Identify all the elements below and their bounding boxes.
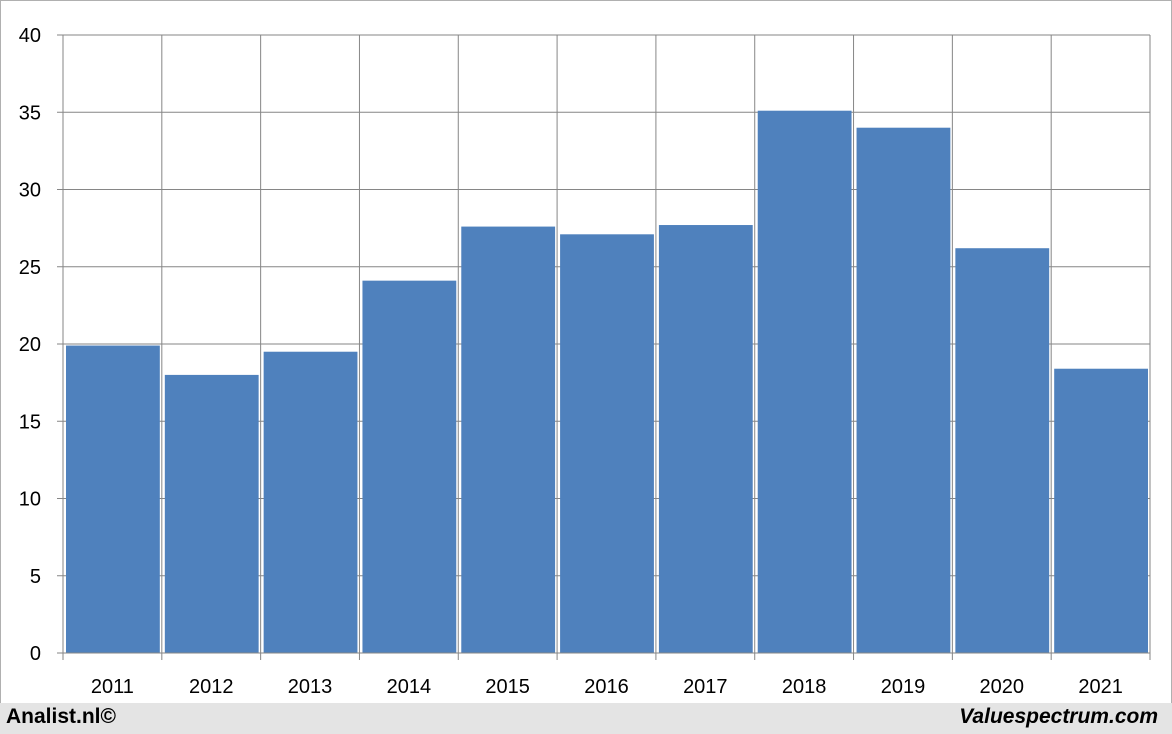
source-credit-right: Valuespectrum.com xyxy=(959,705,1158,728)
bar-2012 xyxy=(164,374,259,653)
x-tick-label: 2016 xyxy=(584,676,629,698)
x-tick-label: 2012 xyxy=(189,676,234,698)
bar-2018 xyxy=(757,110,852,653)
bar-2017 xyxy=(658,225,753,653)
source-credit-left: Analist.nl© xyxy=(6,705,116,728)
x-tick-label: 2021 xyxy=(1078,676,1123,698)
chart-frame: 0 5 10 15 20 25 30 35 40 2011 2012 2013 2014 2015 2016… xyxy=(0,0,1172,704)
axes xyxy=(57,34,1151,660)
y-tick-label: 25 xyxy=(19,257,41,279)
x-tick-label: 2019 xyxy=(881,676,926,698)
y-tick-label: 5 xyxy=(30,566,41,588)
x-tick-label: 2015 xyxy=(485,676,530,698)
y-tick-label: 30 xyxy=(19,180,41,202)
bar-2015 xyxy=(461,226,556,653)
y-tick-label: 40 xyxy=(19,25,41,47)
y-tick-label: 10 xyxy=(19,489,41,511)
bar-2021 xyxy=(1054,368,1148,653)
x-tick-label: 2013 xyxy=(288,676,333,698)
bar-2019 xyxy=(856,127,951,653)
y-tick-label: 20 xyxy=(19,334,41,356)
bars xyxy=(66,110,1148,653)
x-tick-label: 2014 xyxy=(387,676,432,698)
x-tick-label: 2011 xyxy=(91,676,134,698)
bar-2016 xyxy=(560,234,654,653)
bar-chart: 0 5 10 15 20 25 30 35 40 2011 2012 2013 2014 2015 2016… xyxy=(19,25,1151,698)
bar-2011 xyxy=(66,345,160,653)
y-tick-label: 15 xyxy=(19,411,41,433)
footer-bar: Analist.nl© Valuespectrum.com xyxy=(0,703,1172,734)
tick-labels: 0 5 10 15 20 25 30 35 40 2011 2012 2013 2014 2015 2016… xyxy=(19,25,1123,698)
bar-2020 xyxy=(955,248,1050,653)
x-tick-label: 2018 xyxy=(782,676,827,698)
y-tick-label: 0 xyxy=(30,643,41,665)
y-tick-label: 35 xyxy=(19,102,41,124)
bar-2013 xyxy=(263,351,358,653)
x-tick-label: 2017 xyxy=(683,676,728,698)
x-tick-label: 2020 xyxy=(980,676,1025,698)
bar-2014 xyxy=(362,280,457,653)
